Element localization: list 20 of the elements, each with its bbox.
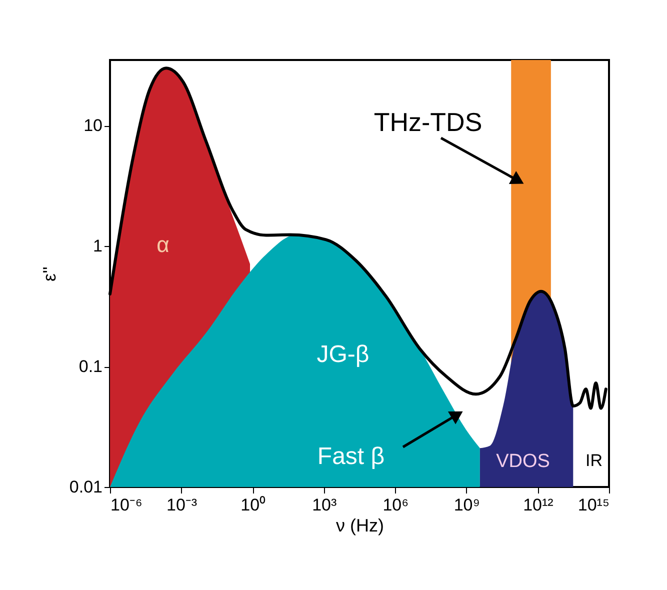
x-tick-label: 10³ xyxy=(312,496,337,514)
series-label: JG-β xyxy=(316,341,370,368)
x-tick-label: 10⁰ xyxy=(240,496,266,514)
y-tick-label: 1 xyxy=(93,236,102,256)
y-tick-label: 0.1 xyxy=(78,357,102,376)
x-tick-label: 10¹⁵ xyxy=(578,496,610,514)
y-tick-label: 0.01 xyxy=(69,478,102,496)
annotation: Fast β xyxy=(317,443,385,470)
x-tick-label: 10¹² xyxy=(523,496,554,514)
y-tick-label: 10 xyxy=(84,116,102,136)
x-tick-label: 10⁹ xyxy=(454,496,480,514)
x-axis-title: ν (Hz) xyxy=(336,516,384,536)
series-label: VDOS xyxy=(496,451,550,472)
y-axis-title: ε'' xyxy=(39,266,60,282)
x-tick-label: 10⁶ xyxy=(382,496,409,514)
annotation: THz-TDS xyxy=(374,107,482,137)
x-tick-label: 10⁻⁶ xyxy=(110,496,142,514)
x-tick-label: 10⁻³ xyxy=(166,496,198,514)
series-label: α xyxy=(156,232,170,257)
annotation: IR xyxy=(586,451,602,470)
